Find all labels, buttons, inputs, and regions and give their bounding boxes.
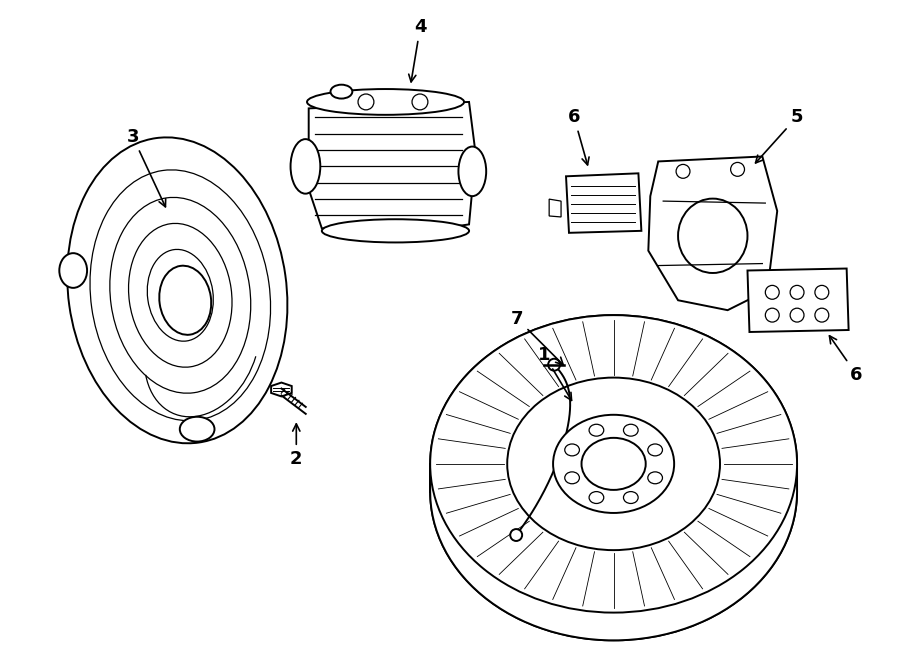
Text: 5: 5 [755, 108, 804, 163]
Circle shape [412, 94, 427, 110]
Polygon shape [305, 102, 475, 233]
Circle shape [814, 308, 829, 322]
Ellipse shape [110, 198, 251, 393]
Circle shape [765, 308, 779, 322]
Ellipse shape [68, 137, 287, 444]
Circle shape [814, 286, 829, 299]
Ellipse shape [59, 253, 87, 288]
Polygon shape [549, 199, 561, 217]
Ellipse shape [180, 417, 214, 442]
Polygon shape [748, 268, 849, 332]
Polygon shape [648, 157, 778, 310]
Circle shape [510, 529, 522, 541]
Ellipse shape [508, 377, 720, 550]
Ellipse shape [624, 492, 638, 504]
Polygon shape [430, 315, 797, 641]
Text: 7: 7 [510, 309, 563, 365]
Ellipse shape [554, 415, 674, 513]
Ellipse shape [90, 170, 271, 420]
Text: 1: 1 [538, 346, 572, 401]
Ellipse shape [291, 139, 320, 194]
Circle shape [731, 163, 744, 176]
Ellipse shape [129, 223, 232, 368]
Ellipse shape [430, 343, 797, 641]
Circle shape [358, 94, 374, 110]
Text: 6: 6 [830, 336, 863, 383]
Ellipse shape [148, 249, 213, 341]
Circle shape [548, 359, 560, 371]
Ellipse shape [322, 219, 469, 243]
Ellipse shape [307, 89, 464, 115]
Ellipse shape [624, 424, 638, 436]
Circle shape [765, 286, 779, 299]
Text: 2: 2 [290, 424, 302, 468]
Text: 4: 4 [409, 18, 427, 82]
Ellipse shape [581, 438, 645, 490]
Ellipse shape [565, 472, 580, 484]
Ellipse shape [678, 198, 748, 273]
Polygon shape [271, 383, 292, 397]
Text: 6: 6 [568, 108, 590, 165]
Circle shape [790, 286, 804, 299]
Circle shape [676, 165, 690, 178]
Polygon shape [566, 173, 642, 233]
Ellipse shape [458, 147, 486, 196]
Text: 3: 3 [126, 128, 166, 207]
Ellipse shape [590, 492, 604, 504]
Ellipse shape [159, 266, 211, 335]
Ellipse shape [330, 85, 352, 98]
Ellipse shape [590, 424, 604, 436]
Ellipse shape [565, 444, 580, 456]
Circle shape [790, 308, 804, 322]
Ellipse shape [430, 315, 797, 613]
Ellipse shape [648, 472, 662, 484]
Ellipse shape [648, 444, 662, 456]
